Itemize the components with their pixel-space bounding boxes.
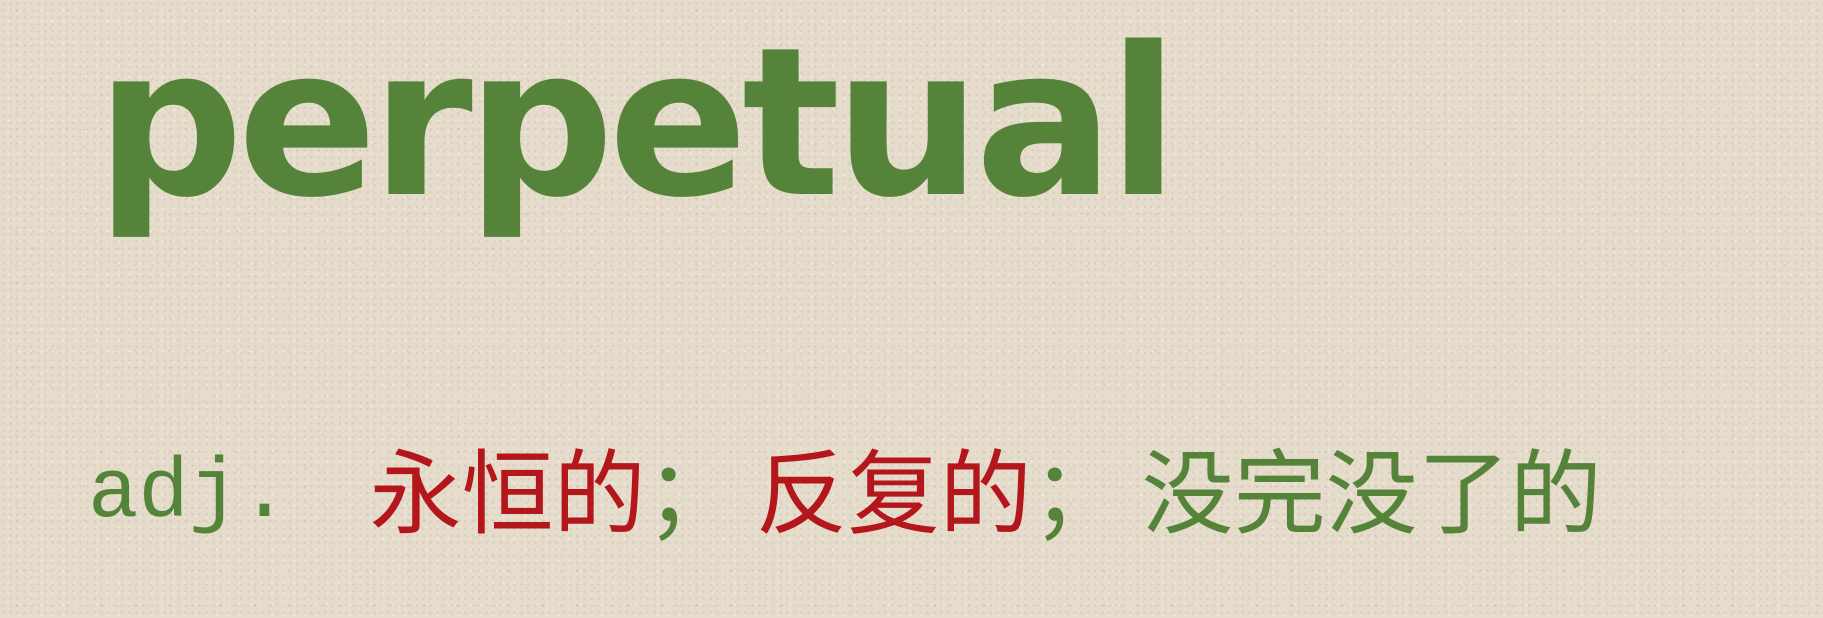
separator-1: ； xyxy=(645,441,738,548)
separator-2: ； xyxy=(1031,441,1124,548)
part-of-speech: adj. xyxy=(88,447,290,542)
meaning-3: 没完没了的 xyxy=(1141,441,1602,548)
meaning-1: 永恒的 xyxy=(369,441,646,548)
definition-line: adj. 永恒的 ； 反复的 ； 没完没了的 xyxy=(88,440,1602,550)
headword: perpetual xyxy=(96,3,1179,243)
meaning-2: 反复的 xyxy=(755,441,1032,548)
